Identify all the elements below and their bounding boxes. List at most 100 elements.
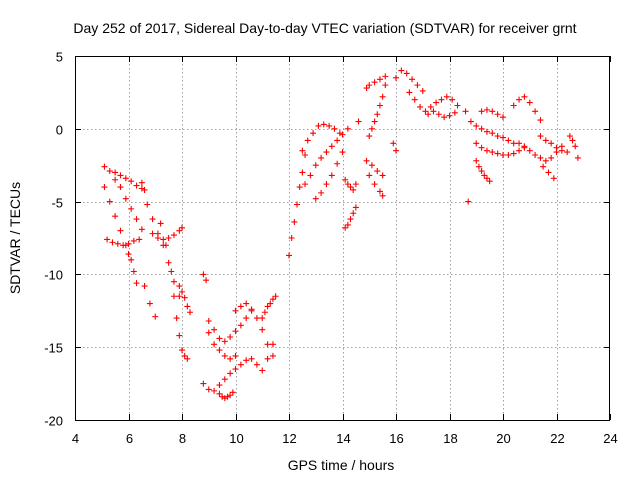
data-point <box>259 326 266 333</box>
data-point <box>304 137 311 144</box>
data-point <box>489 130 496 137</box>
data-point <box>569 137 576 144</box>
series-arc-13 <box>205 307 255 345</box>
data-point <box>117 172 124 179</box>
series-arc-31 <box>462 108 517 147</box>
data-point <box>232 366 239 373</box>
data-point <box>344 181 351 188</box>
data-point <box>112 169 119 176</box>
data-point <box>334 160 341 167</box>
data-point <box>237 303 244 310</box>
data-point <box>117 227 124 234</box>
data-point <box>122 175 129 182</box>
series-arc-34 <box>478 106 506 121</box>
data-point <box>216 382 223 389</box>
data-point <box>205 329 212 336</box>
data-point <box>299 147 306 154</box>
data-point <box>170 278 177 285</box>
data-point <box>326 122 333 129</box>
data-point <box>363 85 370 92</box>
data-point <box>427 103 434 110</box>
y-tick-label: -15 <box>44 341 63 356</box>
data-point <box>483 175 490 182</box>
series-arc-37 <box>537 133 571 156</box>
data-point <box>489 149 496 156</box>
data-point <box>390 140 397 147</box>
data-point <box>339 149 346 156</box>
data-point <box>342 176 349 183</box>
data-point <box>379 172 386 179</box>
data-point <box>112 176 119 183</box>
data-point <box>467 118 474 125</box>
series-arc-38 <box>540 163 557 182</box>
data-point <box>473 157 480 164</box>
data-point <box>376 76 383 83</box>
series-arc-25 <box>363 157 386 179</box>
data-point <box>342 224 349 231</box>
data-point <box>347 184 354 191</box>
data-point <box>398 67 405 74</box>
series-arc-27 <box>393 67 426 94</box>
series-arc-22 <box>342 118 362 193</box>
data-point <box>146 300 153 307</box>
data-point <box>267 300 274 307</box>
series-arc-40 <box>465 198 472 205</box>
series-arc-19 <box>302 125 351 188</box>
data-point <box>203 277 210 284</box>
data-point <box>176 227 183 234</box>
data-point <box>481 172 488 179</box>
data-point <box>486 178 493 185</box>
data-point <box>379 192 386 199</box>
series-arc-7 <box>149 224 185 243</box>
data-point <box>221 376 228 383</box>
series-arc-10 <box>200 271 239 362</box>
data-point <box>179 224 185 231</box>
data-point <box>510 102 517 109</box>
data-point <box>433 99 440 106</box>
data-point <box>205 317 212 324</box>
data-point <box>566 133 573 140</box>
data-point <box>465 198 472 205</box>
data-point <box>269 341 276 348</box>
data-point <box>101 184 108 191</box>
data-point <box>264 303 271 310</box>
data-point <box>352 204 359 211</box>
data-point <box>478 168 485 175</box>
data-point <box>318 154 325 161</box>
data-point <box>542 137 549 144</box>
data-point <box>425 111 432 118</box>
x-tick-label: 16 <box>389 431 403 446</box>
data-point <box>532 108 539 115</box>
series-arc-23 <box>363 73 389 92</box>
data-point <box>473 122 480 129</box>
data-point <box>368 162 375 169</box>
data-point <box>368 125 375 132</box>
data-point <box>545 169 552 176</box>
data-point <box>323 149 330 156</box>
data-point <box>165 259 172 266</box>
x-tick-label: 6 <box>126 431 133 446</box>
data-point <box>138 179 145 186</box>
points-layer <box>101 67 581 402</box>
data-point <box>521 143 528 150</box>
data-point <box>227 392 234 399</box>
series-arc-8 <box>157 220 191 362</box>
data-point <box>320 121 327 128</box>
x-axis-label: GPS time / hours <box>288 457 395 473</box>
data-point <box>344 125 351 132</box>
series-arc-28 <box>406 89 461 115</box>
data-point <box>371 181 378 188</box>
data-point <box>130 268 137 275</box>
data-point <box>200 380 207 387</box>
data-point <box>133 182 140 189</box>
data-point <box>128 178 135 185</box>
data-point <box>302 181 309 188</box>
data-point <box>510 140 517 147</box>
series-arc-4 <box>112 176 145 233</box>
data-point <box>422 108 429 115</box>
data-point <box>117 184 124 191</box>
x-tick-label: 4 <box>72 431 79 446</box>
data-point <box>109 239 116 246</box>
data-point <box>216 347 223 354</box>
